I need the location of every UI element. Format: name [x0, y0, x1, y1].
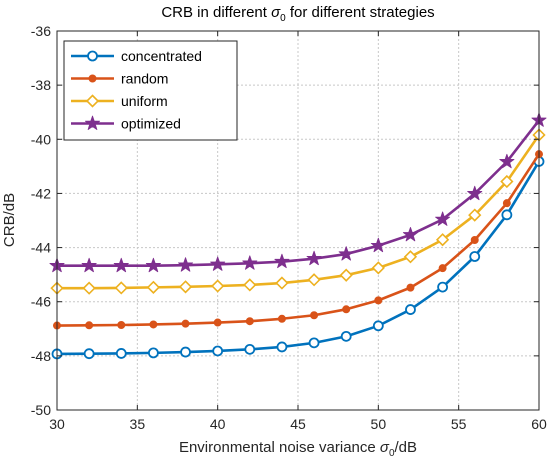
y-axis-ticks: -36 -38 -40 -42 -44 -46 -48 -50 — [31, 23, 539, 418]
y-tick-label: -42 — [31, 185, 51, 201]
legend-item-concentrated: concentrated — [71, 48, 202, 64]
legend-item-uniform: uniform — [71, 93, 168, 109]
data-point-optimized — [370, 237, 386, 253]
legend-marker — [84, 115, 101, 130]
y-tick-label: -50 — [31, 402, 51, 418]
data-point-uniform — [146, 280, 161, 294]
series-random — [53, 150, 543, 330]
data-point-concentrated — [147, 347, 159, 359]
data-point-optimized — [113, 257, 129, 273]
legend-label: uniform — [121, 93, 168, 109]
series-concentrated — [51, 156, 545, 360]
data-point-concentrated — [308, 337, 320, 349]
x-tick-label: 50 — [371, 416, 387, 432]
data-point-concentrated — [276, 341, 288, 353]
data-point-optimized — [467, 185, 483, 201]
y-tick-label: -44 — [31, 240, 51, 256]
legend-marker — [88, 74, 97, 83]
data-point-random — [85, 321, 94, 330]
legend-label: random — [121, 71, 168, 87]
series-layer — [49, 112, 547, 360]
grid-lines — [57, 31, 539, 410]
data-point-uniform — [275, 276, 289, 290]
data-point-optimized — [210, 256, 226, 271]
data-point-uniform — [500, 174, 514, 189]
legend-item-optimized: optimized — [71, 116, 181, 132]
series-uniform — [50, 128, 546, 295]
data-point-concentrated — [501, 209, 513, 221]
data-point-optimized — [338, 246, 354, 261]
data-point-uniform — [114, 281, 128, 295]
y-tick-label: -48 — [31, 348, 51, 364]
data-point-concentrated — [437, 281, 449, 293]
data-point-concentrated — [340, 330, 352, 342]
legend-label: optimized — [121, 116, 181, 132]
x-tick-label: 55 — [451, 416, 467, 432]
data-point-random — [117, 320, 126, 329]
data-point-optimized — [402, 226, 419, 242]
data-point-optimized — [306, 250, 322, 266]
data-point-random — [181, 319, 190, 328]
data-point-optimized — [145, 257, 161, 273]
x-axis-label: Environmental noise variance σ0/dB — [179, 439, 417, 459]
data-point-optimized — [81, 257, 97, 273]
data-point-random — [502, 199, 511, 208]
data-point-uniform — [371, 261, 385, 275]
series-line-random — [56, 153, 541, 327]
data-point-uniform — [403, 250, 418, 264]
x-tick-label: 45 — [290, 416, 306, 432]
data-point-random — [342, 305, 351, 314]
data-point-concentrated — [244, 343, 256, 355]
data-point-random — [277, 314, 286, 323]
x-tick-label: 30 — [49, 416, 65, 432]
data-point-random — [374, 296, 383, 305]
data-point-optimized — [177, 257, 194, 272]
legend-label: concentrated — [121, 48, 202, 64]
x-tick-label: 35 — [130, 416, 146, 432]
data-point-concentrated — [469, 251, 481, 262]
y-tick-label: -40 — [31, 131, 51, 147]
data-point-concentrated — [212, 345, 224, 357]
data-point-random — [149, 320, 158, 329]
data-point-concentrated — [115, 348, 127, 359]
data-point-uniform — [243, 278, 257, 292]
data-point-random — [213, 318, 222, 327]
data-point-uniform — [178, 280, 193, 294]
data-point-uniform — [307, 273, 321, 287]
data-point-random — [438, 264, 447, 273]
series-line-optimized — [57, 119, 541, 268]
data-point-optimized — [435, 211, 451, 226]
data-point-concentrated — [83, 348, 95, 360]
data-point-optimized — [242, 255, 258, 270]
legend-marker — [87, 50, 98, 62]
y-axis-label: CRB/dB — [1, 193, 18, 247]
y-tick-label: -36 — [31, 23, 51, 39]
data-point-uniform — [468, 208, 482, 222]
data-point-random — [406, 283, 415, 292]
series-line-concentrated — [56, 160, 541, 356]
x-tick-label: 60 — [531, 416, 547, 432]
data-point-optimized — [274, 253, 290, 269]
y-tick-label: -46 — [31, 294, 51, 310]
legend: concentrated random uniform optimized — [63, 40, 238, 141]
data-point-uniform — [211, 279, 225, 293]
data-point-random — [310, 311, 319, 320]
data-point-uniform — [339, 268, 353, 282]
data-point-concentrated — [180, 346, 191, 358]
data-point-concentrated — [372, 320, 384, 332]
data-point-random — [470, 235, 479, 244]
y-tick-label: -38 — [31, 77, 51, 93]
x-axis-ticks: 30 35 40 45 50 55 60 — [49, 31, 547, 432]
x-tick-label: 40 — [210, 416, 226, 432]
data-point-uniform — [82, 281, 96, 295]
legend-item-random: random — [71, 71, 168, 87]
data-point-uniform — [435, 233, 450, 247]
series-line-uniform — [57, 134, 541, 290]
legend-marker — [85, 94, 100, 108]
chart-title: CRB in different σ0 for different strate… — [161, 4, 434, 24]
data-point-random — [245, 317, 254, 326]
data-point-optimized — [499, 153, 515, 169]
data-point-concentrated — [405, 304, 416, 315]
